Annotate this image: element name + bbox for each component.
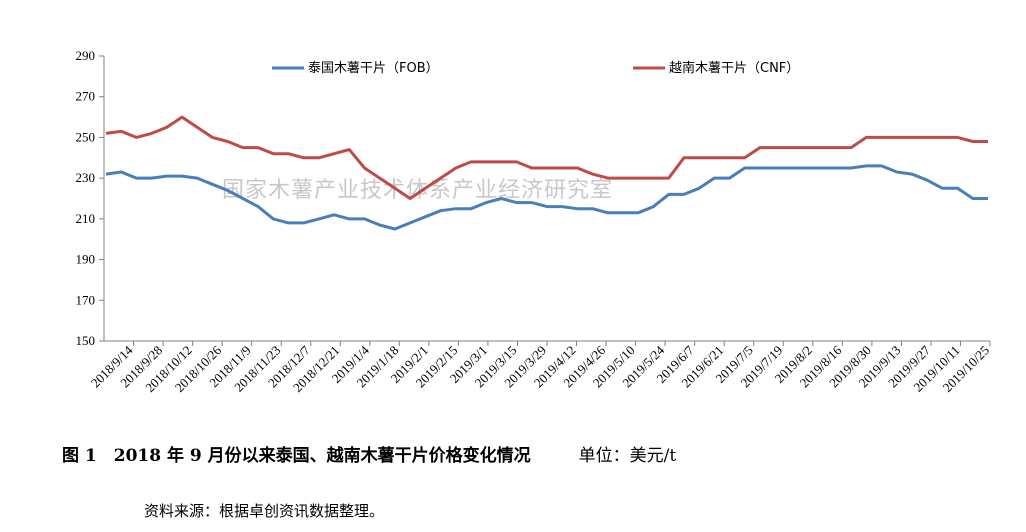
y-tick-label: 150 [76, 333, 96, 348]
caption-title: 图 1 2018 年 9 月份以来泰国、越南木薯干片价格变化情况 [62, 446, 531, 466]
x-axis: 2018/9/142018/9/282018/10/122018/10/2620… [88, 340, 992, 395]
series-line-vietnam [105, 115, 988, 200]
y-tick-label: 230 [76, 170, 96, 185]
y-tick-label: 170 [76, 292, 96, 307]
y-axis: 150 170 190 210 230 250 270 290 [76, 48, 105, 348]
legend-label: 泰国木薯干片（FOB） [308, 61, 439, 76]
y-tick-label: 210 [76, 211, 96, 226]
series-line-thailand [105, 164, 988, 231]
y-tick-label: 270 [76, 89, 96, 104]
source-note: 资料来源：根据卓创资讯数据整理。 [144, 502, 385, 520]
y-tick-label: 190 [76, 252, 96, 267]
watermark-text: 国家木薯产业技术体系产业经济研究室 [222, 178, 613, 203]
legend: 泰国木薯干片（FOB） 越南木薯干片（CNF） [272, 60, 799, 76]
y-tick-label: 290 [76, 48, 96, 63]
y-tick-label: 250 [76, 129, 96, 144]
series-layer [105, 115, 988, 231]
caption-unit: 单位：美元/t [578, 446, 677, 466]
legend-label: 越南木薯干片（CNF） [669, 60, 799, 76]
price-line-chart: 150 170 190 210 230 250 270 290 2018/9/142018/9… [76, 48, 993, 395]
figure-caption: 图 1 2018 年 9 月份以来泰国、越南木薯干片价格变化情况 单位：美元/t [62, 441, 676, 466]
